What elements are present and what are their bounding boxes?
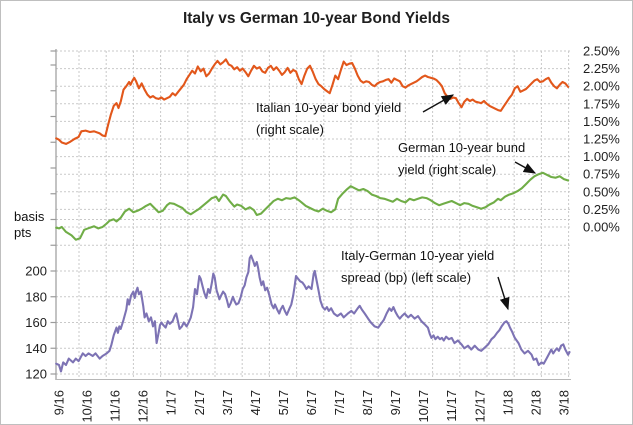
x-axis-tick-label: 11/16 <box>108 390 123 422</box>
x-axis-tick-label: 11/17 <box>444 390 459 422</box>
annotation-arrow <box>422 94 455 113</box>
x-axis-tick-label: 10/16 <box>80 390 95 423</box>
x-axis-tick-label: 10/17 <box>416 390 431 423</box>
x-axis-tick-label: 4/17 <box>248 390 263 415</box>
x-axis-tick-label: 2/17 <box>192 390 207 415</box>
right-axis-tick-label: 1.00% <box>583 149 620 164</box>
left-axis-tick-label: 140 <box>25 341 47 356</box>
x-axis-tick-label: 2/18 <box>528 390 543 415</box>
x-axis-tick-label: 12/16 <box>136 390 151 423</box>
right-axis-tick-label: 0.50% <box>583 184 620 199</box>
annotation-italian-yield: Italian 10-year bond yield (right scale) <box>256 100 402 137</box>
x-axis-tick-label: 3/17 <box>220 390 235 415</box>
x-axis-tick-label: 6/17 <box>304 390 319 415</box>
x-axis-tick-label: 9/17 <box>388 390 403 415</box>
x-axis-tick-label: 7/17 <box>332 390 347 415</box>
x-axis-tick-label: 3/18 <box>556 390 571 415</box>
left-axis-tick-label: 160 <box>25 315 47 330</box>
left-axis-caption: basis pts <box>14 209 45 240</box>
x-axis-tick-label: 9/16 <box>52 390 67 415</box>
chart-title: Italy vs German 10-year Bond Yields <box>182 10 451 27</box>
annotation-german-bund: German 10-year bund yield (right scale) <box>398 140 526 177</box>
x-axis-tick-label: 1/17 <box>164 390 179 415</box>
right-axis-tick-label: 0.00% <box>583 220 620 235</box>
left-axis-tick-label: 120 <box>25 367 47 382</box>
annotation-arrow <box>497 276 510 311</box>
annotation-arrow <box>514 161 537 174</box>
right-axis-tick-label: 2.25% <box>583 61 620 76</box>
x-axis-tick-label: 1/18 <box>500 390 515 415</box>
right-axis-tick-label: 0.25% <box>583 202 620 217</box>
series-line-0 <box>55 58 570 145</box>
x-axis-tick-label: 12/17 <box>472 390 487 423</box>
left-axis-tick-label: 200 <box>25 264 47 279</box>
right-axis-tick-label: 0.75% <box>583 167 620 182</box>
x-axis-tick-label: 5/17 <box>276 390 291 415</box>
right-axis-tick-label: 2.50% <box>583 44 620 59</box>
right-axis-tick-label: 1.50% <box>583 114 620 129</box>
right-axis-tick-label: 1.25% <box>583 132 620 147</box>
series-line-1 <box>55 171 570 241</box>
series-line-2 <box>55 254 571 373</box>
right-axis-tick-label: 2.00% <box>583 79 620 94</box>
left-axis-tick-label: 180 <box>25 289 47 304</box>
annotation-spread: Italy-German 10-year yield spread (bp) (… <box>341 248 495 285</box>
x-axis-tick-label: 8/17 <box>360 390 375 415</box>
right-axis-tick-label: 1.75% <box>583 96 620 111</box>
